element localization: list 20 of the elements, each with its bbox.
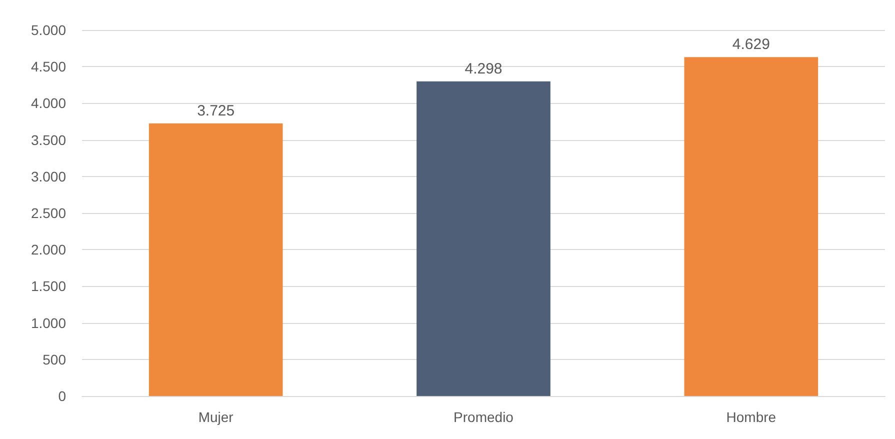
bar: [416, 81, 550, 396]
x-tick-label: Hombre: [726, 409, 776, 425]
bar: [148, 123, 283, 396]
data-label: 4.298: [464, 60, 502, 78]
y-tick-label: 2.500: [30, 205, 66, 221]
y-tick-label: 1.500: [30, 278, 66, 294]
y-tick-label: 500: [42, 351, 66, 368]
data-label: 4.629: [732, 36, 770, 54]
y-tick-label: 5.000: [30, 22, 66, 38]
y-tick-label: 0: [58, 388, 66, 404]
y-tick-label: 3.500: [30, 132, 66, 148]
bar: [684, 57, 818, 396]
x-tick-label: Mujer: [198, 409, 234, 425]
y-tick-label: 4.500: [30, 58, 66, 75]
y-tick-label: 2.000: [30, 242, 66, 258]
data-label: 3.725: [197, 102, 235, 120]
y-tick-label: 3.000: [30, 168, 66, 184]
y-tick-label: 1.000: [30, 314, 66, 331]
y-tick-label: 4.000: [30, 95, 66, 112]
x-tick-label: Promedio: [454, 409, 514, 425]
